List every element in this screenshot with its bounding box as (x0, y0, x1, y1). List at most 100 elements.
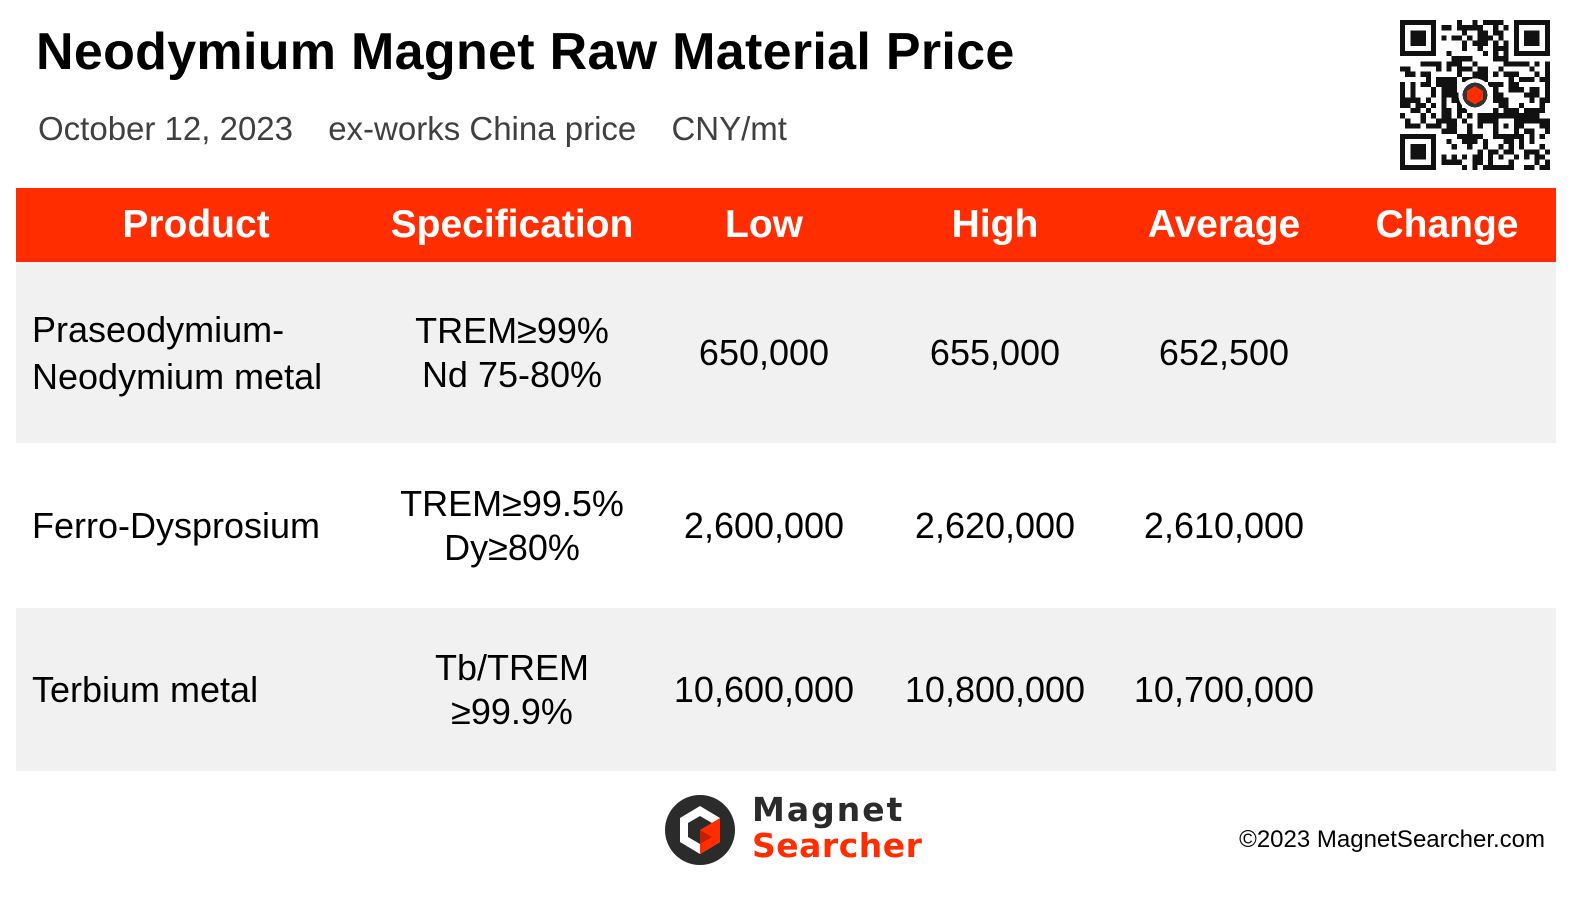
subtitle: October 12, 2023 ex-works China price CN… (38, 110, 813, 148)
qr-module (1467, 128, 1473, 134)
price-table: Product Specification Low High Average C… (16, 188, 1556, 771)
qr-module (1508, 87, 1514, 93)
qr-module (1539, 107, 1545, 114)
qr-module (1493, 25, 1499, 31)
qr-module (1534, 71, 1540, 77)
qr-module (1451, 118, 1457, 124)
qr-module (1544, 128, 1550, 134)
qr-module (1420, 61, 1426, 67)
qr-module (1456, 102, 1463, 108)
qr-module (1456, 71, 1463, 77)
qr-module (1436, 76, 1442, 83)
qr-module (1462, 138, 1468, 145)
qr-module (1405, 66, 1411, 72)
qr-module (1436, 118, 1442, 124)
qr-module (1493, 87, 1499, 93)
qr-module (1451, 92, 1457, 98)
qr-module (1518, 118, 1525, 124)
qr-module (1482, 40, 1488, 46)
qr-module (1467, 133, 1473, 139)
qr-module (1451, 159, 1457, 165)
qr-module (1400, 102, 1406, 108)
qr-module (1472, 20, 1478, 26)
qr-module (1477, 40, 1483, 46)
qr-module (1539, 123, 1545, 129)
qr-module (1472, 159, 1478, 165)
qr-module (1529, 149, 1535, 155)
qr-module (1467, 25, 1473, 31)
qr-module (1534, 87, 1540, 93)
qr-module (1467, 123, 1473, 129)
qr-module (1487, 159, 1494, 165)
qr-module (1518, 133, 1525, 139)
qr-module (1498, 97, 1504, 103)
qr-module (1493, 92, 1499, 98)
qr-module (1524, 164, 1530, 170)
qr-module (1462, 118, 1468, 124)
qr-module (1503, 164, 1509, 170)
qr-module (1446, 123, 1452, 129)
qr-module (1456, 20, 1463, 26)
qr-module (1539, 144, 1545, 150)
qr-module (1518, 87, 1525, 93)
qr-module (1539, 102, 1545, 108)
qr-module (1420, 113, 1426, 119)
qr-module (1493, 20, 1499, 26)
qr-module (1482, 20, 1488, 26)
qr-module (1498, 45, 1504, 52)
qr-module (1539, 118, 1545, 124)
qr-module (1544, 87, 1550, 93)
qr-module (1477, 123, 1483, 129)
qr-module (1498, 154, 1504, 160)
brand-line-1: Magnet (752, 790, 905, 829)
qr-module (1513, 61, 1519, 67)
qr-module (1482, 51, 1488, 57)
qr-module (1462, 56, 1468, 62)
qr-module (1482, 144, 1488, 150)
qr-module (1518, 76, 1525, 83)
specification-cell: TREM≥99.5% Dy≥80% (376, 482, 648, 570)
qr-module (1467, 113, 1473, 119)
qr-module (1456, 66, 1463, 72)
qr-module (1534, 61, 1540, 67)
copyright: ©2023 MagnetSearcher.com (1239, 826, 1545, 853)
qr-module (1544, 76, 1550, 83)
qr-module (1400, 113, 1406, 119)
qr-module (1508, 71, 1514, 77)
table-row: Praseodymium- Neodymium metal TREM≥99% N… (16, 262, 1556, 443)
qr-module (1539, 97, 1545, 103)
qr-module (1425, 71, 1432, 77)
qr-module (1529, 107, 1535, 114)
qr-module (1498, 102, 1504, 108)
high-price-cell: 655,000 (929, 331, 1061, 373)
spec-line: Dy≥80% (444, 526, 580, 568)
qr-module (1487, 164, 1494, 170)
qr-module (1425, 107, 1432, 114)
qr-module (1477, 30, 1483, 36)
spec-line: Nd 75-80% (421, 353, 603, 395)
qr-module (1441, 92, 1447, 98)
qr-module (1529, 118, 1535, 124)
qr-module (1446, 159, 1452, 165)
qr-module (1462, 40, 1468, 46)
qr-module (1462, 25, 1468, 31)
qr-module (1529, 113, 1535, 119)
qr-module (1493, 71, 1499, 77)
qr-module (1544, 123, 1550, 129)
qr-module (1493, 149, 1499, 155)
qr-module (1503, 51, 1509, 57)
spec-line: ≥99.9% (451, 690, 573, 732)
specification-cell: TREM≥99% Nd 75-80% (376, 309, 648, 397)
qr-module (1441, 25, 1447, 31)
qr-module (1415, 107, 1421, 114)
qr-module (1513, 82, 1519, 88)
table-row: Terbium metal Tb/TREM ≥99.9% 10,600,000 … (16, 608, 1556, 771)
qr-module (1498, 20, 1504, 26)
qr-module (1544, 71, 1550, 77)
qr-module (1518, 102, 1525, 108)
qr-module (1487, 118, 1494, 124)
qr-module (1477, 113, 1483, 119)
table-row: Ferro-Dysprosium TREM≥99.5% Dy≥80% 2,600… (16, 443, 1556, 608)
qr-module (1405, 123, 1411, 129)
qr-module (1482, 71, 1488, 77)
